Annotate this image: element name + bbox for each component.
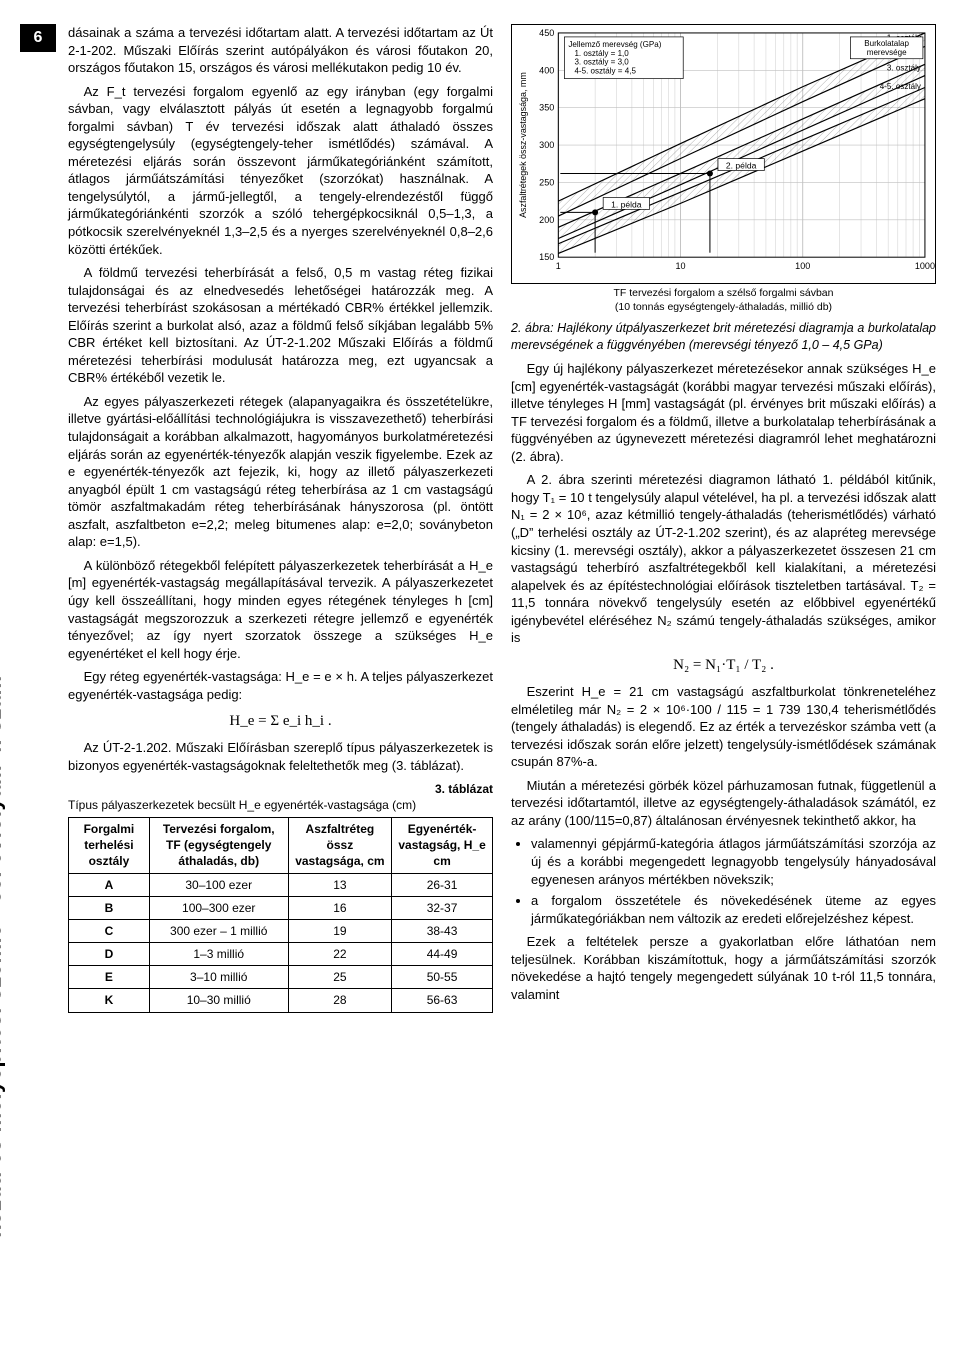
svg-text:1. osztály = 1,0: 1. osztály = 1,0	[574, 49, 629, 58]
table-cell: 32-37	[392, 896, 493, 919]
svg-text:merevsége: merevsége	[867, 48, 907, 57]
svg-text:300: 300	[539, 140, 554, 150]
svg-text:10: 10	[675, 261, 685, 271]
journal-side-label: közúti és mélyépítési szemle · 55. évfol…	[0, 676, 8, 1238]
table-cell: K	[69, 989, 150, 1012]
svg-text:4-5. osztály: 4-5. osztály	[880, 82, 921, 91]
list-item: valamennyi gépjármű-kategória átlagos já…	[531, 835, 936, 888]
svg-text:100: 100	[795, 261, 810, 271]
table-row: B100–300 ezer1632-37	[69, 896, 493, 919]
table-cell: 44-49	[392, 943, 493, 966]
content-area: dásainak a száma a tervezési időtartam a…	[68, 24, 936, 1334]
table-row: C300 ezer – 1 millió1938-43	[69, 919, 493, 942]
figure-2-chart: 150 200 250 300 350 400 450 1 10 100 1000 1. példa 2…	[511, 24, 936, 284]
svg-text:3. osztály = 3,0: 3. osztály = 3,0	[574, 58, 629, 67]
table-header: Aszfaltréteg össz vastagsága, cm	[288, 817, 391, 873]
para: Az egyes pályaszerkezeti rétegek (alapan…	[68, 393, 493, 551]
formula-N2: N₂ = N₁·T₁ / T₂ .	[511, 655, 936, 675]
svg-text:Jellemző merevség (GPa): Jellemző merevség (GPa)	[568, 40, 661, 49]
svg-text:3. osztály: 3. osztály	[887, 63, 921, 72]
svg-text:450: 450	[539, 28, 554, 38]
left-column: dásainak a száma a tervezési időtartam a…	[68, 24, 493, 1334]
table-cell: 300 ezer – 1 millió	[149, 919, 288, 942]
table-cell: 10–30 millió	[149, 989, 288, 1012]
table-header: Tervezési forgalom, TF (egységtengely át…	[149, 817, 288, 873]
table-cell: A	[69, 873, 150, 896]
svg-text:1000: 1000	[915, 261, 935, 271]
svg-text:150: 150	[539, 252, 554, 262]
formula-He-sum: H_e = Σ e_i h_i .	[68, 711, 493, 731]
table-cell: 13	[288, 873, 391, 896]
table-cell: 1–3 millió	[149, 943, 288, 966]
table-cell: 16	[288, 896, 391, 919]
table-cell: 28	[288, 989, 391, 1012]
page-number: 6	[20, 24, 56, 52]
para: Egy réteg egyenérték-vastagsága: H_e = e…	[68, 668, 493, 703]
para: Az F_t tervezési forgalom egyenlő az egy…	[68, 83, 493, 258]
svg-text:250: 250	[539, 177, 554, 187]
table-cell: 3–10 millió	[149, 966, 288, 989]
svg-text:Aszfaltrétegek össz-vastagsága: Aszfaltrétegek össz-vastagsága, mm	[518, 72, 528, 218]
para: Miután a méretezési görbék közel párhuza…	[511, 777, 936, 830]
para: A földmű tervezési teherbírását a felső,…	[68, 264, 493, 387]
para: Eszerint H_e = 21 cm vastagságú aszfaltb…	[511, 683, 936, 771]
table-cell: 100–300 ezer	[149, 896, 288, 919]
table-cell: 26-31	[392, 873, 493, 896]
para: A különböző rétegekből felépített pályas…	[68, 557, 493, 662]
table-cell: B	[69, 896, 150, 919]
table-header: Forgalmi terhelési osztály	[69, 817, 150, 873]
svg-text:1. példa: 1. példa	[611, 199, 642, 209]
svg-text:1: 1	[556, 261, 561, 271]
para: Egy új hajlékony pályaszerkezet méretezé…	[511, 360, 936, 465]
list-item: a forgalom összetétele és növekedésének …	[531, 892, 936, 927]
table-row: A30–100 ezer1326-31	[69, 873, 493, 896]
para: Az ÚT-2-1.202. Műszaki Előírásban szerep…	[68, 739, 493, 774]
table-cell: D	[69, 943, 150, 966]
table-cell: 25	[288, 966, 391, 989]
table-cell: 19	[288, 919, 391, 942]
table-cell: 38-43	[392, 919, 493, 942]
svg-text:200: 200	[539, 215, 554, 225]
para: A 2. ábra szerinti méretezési diagramon …	[511, 471, 936, 646]
table-3: Forgalmi terhelési osztályTervezési forg…	[68, 817, 493, 1013]
table-row: D1–3 millió2244-49	[69, 943, 493, 966]
svg-text:400: 400	[539, 65, 554, 75]
table-cell: 50-55	[392, 966, 493, 989]
table-cell: 22	[288, 943, 391, 966]
bullet-list: valamennyi gépjármű-kategória átlagos já…	[511, 835, 936, 927]
table-cell: 56-63	[392, 989, 493, 1012]
svg-text:2. példa: 2. példa	[726, 161, 757, 171]
svg-text:Burkolatalap: Burkolatalap	[864, 39, 909, 48]
para: Ezek a feltételek persze a gyakorlatban …	[511, 933, 936, 1003]
figure-2-caption: 2. ábra: Hajlékony útpályaszerkezet brit…	[511, 320, 936, 354]
svg-text:4-5. osztály = 4,5: 4-5. osztály = 4,5	[574, 67, 636, 76]
table-cell: 30–100 ezer	[149, 873, 288, 896]
table-cell: E	[69, 966, 150, 989]
table-header: Egyenérték-vastagság, H_e cm	[392, 817, 493, 873]
svg-text:350: 350	[539, 103, 554, 113]
table-cell: C	[69, 919, 150, 942]
chart-x-caption: TF tervezési forgalom a szélső forgalmi …	[511, 286, 936, 314]
table-row: K10–30 millió2856-63	[69, 989, 493, 1012]
table3-subcaption: Típus pályaszerkezetek becsült H_e egyen…	[68, 797, 493, 813]
table-row: E3–10 millió2550-55	[69, 966, 493, 989]
right-column: 150 200 250 300 350 400 450 1 10 100 1000 1. példa 2…	[511, 24, 936, 1334]
para: dásainak a száma a tervezési időtartam a…	[68, 24, 493, 77]
table3-caption: 3. táblázat	[68, 781, 493, 797]
